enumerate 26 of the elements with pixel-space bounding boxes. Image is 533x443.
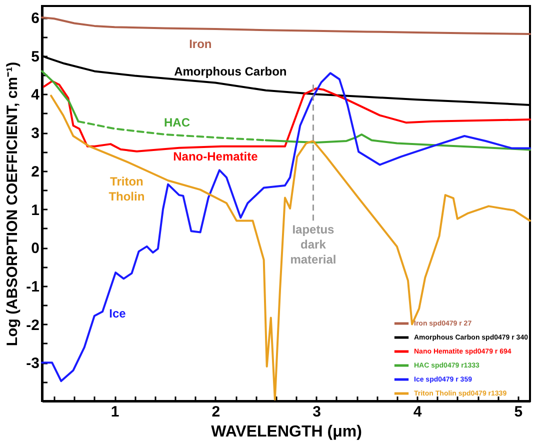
y-tick-label: 1 bbox=[31, 202, 40, 219]
line-series bbox=[77, 120, 267, 142]
y-tick-label: 0 bbox=[31, 240, 40, 258]
y-tick-label: -2 bbox=[26, 316, 40, 334]
y-tick-label: 3 bbox=[31, 125, 40, 142]
y-axis-title: Log (ABSORPTION COEFFICIENT, cm⁻¹) bbox=[4, 62, 22, 346]
x-tick-label: 4 bbox=[413, 404, 422, 420]
x-tick-label: 1 bbox=[110, 404, 120, 420]
x-tick-label: 2 bbox=[212, 404, 220, 420]
y-tick-label: 2 bbox=[31, 163, 40, 180]
annotation: Iapetus dark material bbox=[290, 222, 336, 267]
y-tick-label: 5 bbox=[31, 48, 40, 66]
annotation: Amorphous Carbon bbox=[174, 64, 287, 79]
x-tick-label: 5 bbox=[514, 404, 523, 420]
annotation: Nano-Hematite bbox=[173, 149, 258, 164]
annotation: Triton Tholin bbox=[108, 174, 145, 204]
y-tick-label: 4 bbox=[31, 86, 40, 104]
annotation: HAC bbox=[164, 115, 190, 130]
annotation: Ice bbox=[109, 306, 126, 321]
y-tick-label: -3 bbox=[26, 355, 40, 372]
x-axis-title: WAVELENGTH (μm) bbox=[211, 424, 362, 440]
line-series bbox=[41, 16, 531, 35]
y-tick-label: 6 bbox=[31, 10, 40, 28]
annotation: Iron bbox=[189, 37, 212, 52]
x-tick-label: 3 bbox=[312, 404, 321, 420]
y-tick-label: -1 bbox=[26, 278, 40, 296]
